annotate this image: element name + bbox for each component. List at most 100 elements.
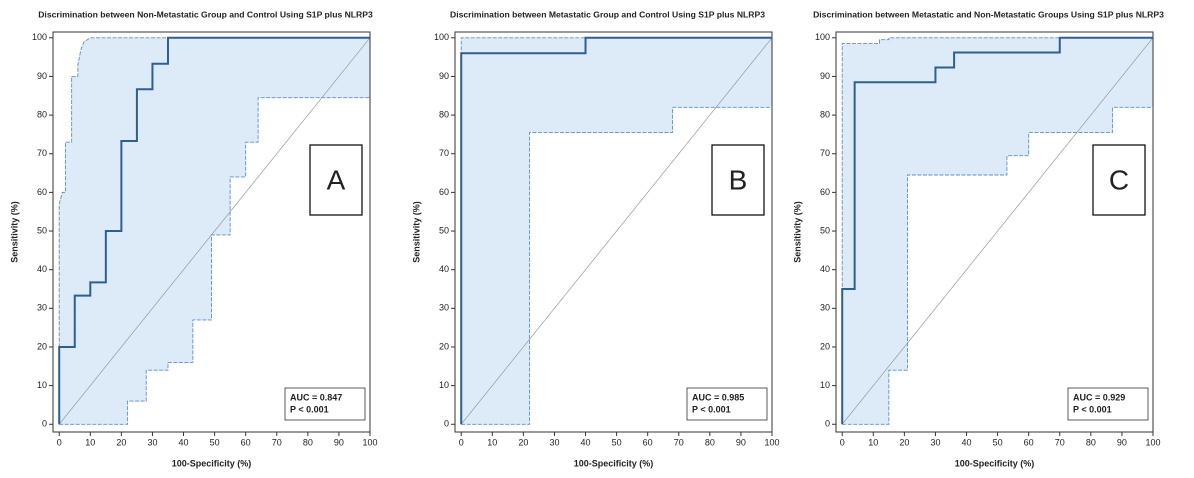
y-tick-label: 90	[820, 71, 830, 81]
x-tick-label: 0	[840, 437, 845, 447]
plot-frame	[454, 31, 773, 433]
annotation-box	[686, 387, 768, 421]
x-tick-label: 30	[930, 437, 940, 447]
x-tick-label: 80	[303, 437, 313, 447]
x-tick-label: 90	[1117, 437, 1127, 447]
y-tick-label: 20	[37, 341, 47, 351]
annotation: AUC = 0.847	[290, 392, 342, 402]
reference-diagonal	[841, 37, 1154, 425]
x-tick-label: 50	[612, 437, 622, 447]
x-tick-label: 60	[241, 437, 251, 447]
x-axis-label: 100-Specificity (%)	[955, 458, 1035, 468]
y-tick-label: 90	[37, 71, 47, 81]
y-tick-label: 50	[37, 225, 47, 235]
y-tick-label: 60	[439, 187, 449, 197]
x-tick-label: 10	[487, 437, 497, 447]
chart-title: Discrimination between Metastatic Group …	[450, 9, 765, 19]
ci-lower-curve	[59, 97, 370, 425]
y-axis-label: Sensitivity (%)	[9, 201, 19, 263]
x-tick-label: 40	[179, 437, 189, 447]
ci-upper-curve	[58, 37, 370, 425]
chart-title: Discrimination between Non-Metastatic Gr…	[38, 9, 373, 19]
y-tick-label: 0	[825, 419, 830, 429]
y-tick-label: 60	[37, 187, 47, 197]
y-tick-label: 30	[439, 303, 449, 313]
y-tick-label: 80	[37, 109, 47, 119]
x-tick-label: 70	[272, 437, 282, 447]
y-axis-label: Sensitivity (%)	[411, 201, 421, 263]
x-tick-label: 30	[549, 437, 559, 447]
y-tick-label: 40	[820, 264, 830, 274]
x-tick-label: 0	[459, 437, 464, 447]
panel-label-box	[1092, 144, 1146, 216]
y-tick-label: 90	[439, 71, 449, 81]
y-tick-label: 100	[434, 32, 449, 42]
x-tick-label: 0	[57, 437, 62, 447]
x-tick-label: 80	[1086, 437, 1096, 447]
ci-band	[842, 37, 1153, 425]
x-tick-label: 40	[581, 437, 591, 447]
y-tick-label: 30	[820, 303, 830, 313]
y-tick-label: 10	[439, 380, 449, 390]
x-tick-label: 40	[962, 437, 972, 447]
ci-lower-curve	[461, 106, 772, 425]
x-tick-label: 100	[362, 437, 377, 447]
annotation: P < 0.001	[290, 404, 329, 414]
y-tick-label: 70	[820, 148, 830, 158]
y-tick-label: 10	[37, 380, 47, 390]
x-tick-label: 70	[1055, 437, 1065, 447]
panel-label: B	[729, 164, 748, 195]
y-tick-label: 80	[820, 109, 830, 119]
plot-frame	[835, 31, 1154, 433]
y-tick-label: 0	[42, 419, 47, 429]
x-tick-label: 70	[674, 437, 684, 447]
y-tick-label: 40	[37, 264, 47, 274]
y-tick-label: 20	[820, 341, 830, 351]
x-tick-label: 30	[147, 437, 157, 447]
reference-diagonal	[460, 37, 773, 425]
annotation-box	[284, 387, 366, 421]
x-axis-label: 100-Specificity (%)	[574, 458, 654, 468]
reference-diagonal	[58, 37, 371, 425]
ci-lower-curve	[842, 106, 1153, 425]
y-tick-label: 30	[37, 303, 47, 313]
y-tick-label: 50	[439, 225, 449, 235]
x-axis-label: 100-Specificity (%)	[172, 458, 252, 468]
y-tick-label: 40	[439, 264, 449, 274]
panel-label: A	[327, 164, 346, 195]
y-tick-label: 70	[37, 148, 47, 158]
annotation: P < 0.001	[1073, 404, 1112, 414]
y-tick-label: 10	[820, 380, 830, 390]
x-tick-label: 60	[1024, 437, 1034, 447]
annotation: P < 0.001	[692, 404, 731, 414]
y-tick-label: 80	[439, 109, 449, 119]
panel-label-box	[711, 144, 765, 216]
y-tick-label: 100	[32, 32, 47, 42]
panel-label: C	[1109, 164, 1129, 195]
y-tick-label: 100	[815, 32, 830, 42]
x-tick-label: 20	[518, 437, 528, 447]
panel-label-box	[309, 144, 363, 216]
y-tick-label: 60	[820, 187, 830, 197]
x-tick-label: 50	[993, 437, 1003, 447]
chart-title: Discrimination between Metastatic and No…	[813, 9, 1164, 19]
x-tick-label: 50	[210, 437, 220, 447]
x-tick-label: 90	[334, 437, 344, 447]
x-tick-label: 90	[736, 437, 746, 447]
roc-curve	[58, 36, 370, 425]
annotation-box	[1067, 387, 1149, 421]
roc-curve	[460, 36, 772, 425]
x-tick-label: 10	[868, 437, 878, 447]
x-tick-label: 20	[116, 437, 126, 447]
x-tick-label: 20	[899, 437, 909, 447]
plot-frame	[52, 31, 371, 433]
x-tick-label: 100	[764, 437, 779, 447]
annotation: AUC = 0.929	[1073, 392, 1125, 402]
y-tick-label: 0	[444, 419, 449, 429]
x-tick-label: 60	[643, 437, 653, 447]
y-tick-label: 50	[820, 225, 830, 235]
ci-upper-curve	[841, 37, 1153, 425]
roc-curve	[841, 36, 1153, 425]
y-axis-label: Sensitivity (%)	[792, 201, 802, 263]
